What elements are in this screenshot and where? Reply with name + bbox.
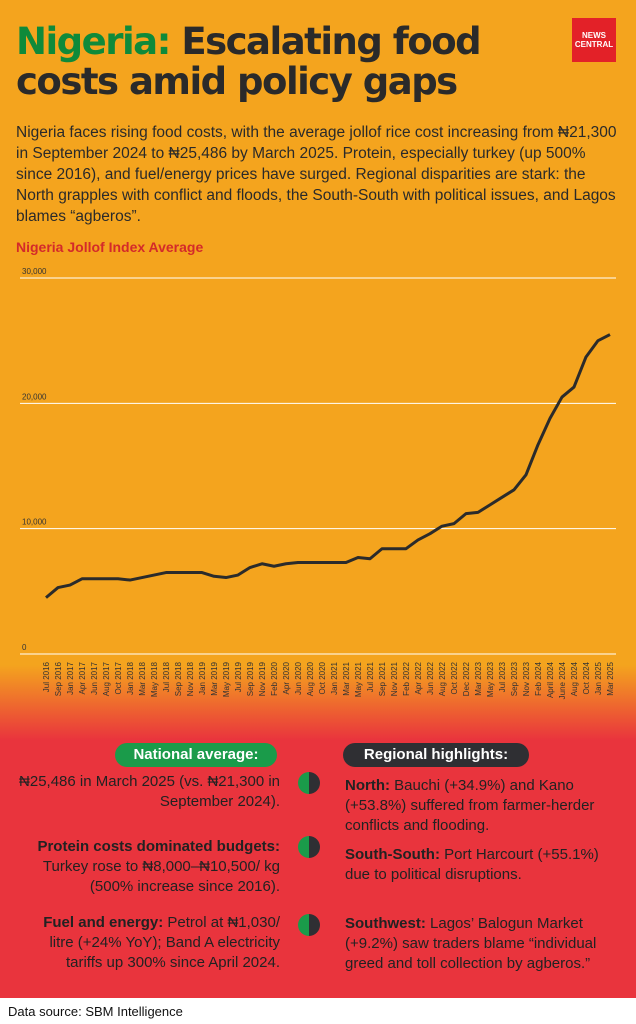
item-lead: South-South: (345, 846, 440, 863)
x-tick-label: Aug 2020 (306, 661, 315, 696)
x-tick-label: Jan 2018 (126, 661, 135, 694)
logo: NEWS CENTRAL (572, 18, 616, 62)
x-tick-label: Sep 2016 (54, 661, 63, 696)
x-tick-label: Nov 2018 (186, 661, 195, 696)
x-tick-label: Nov 2019 (258, 661, 267, 696)
x-tick-label: Jan 2019 (198, 661, 207, 694)
x-tick-label: Aug 2022 (438, 661, 447, 696)
x-tick-label: May 2019 (222, 661, 231, 697)
logo-text: CENTRAL (574, 40, 614, 49)
national-item: ₦25,486 in March 2025 (vs. ₦21,300 in Se… (18, 772, 280, 812)
item-lead: North: (345, 777, 390, 794)
x-tick-label: Feb 2020 (270, 661, 279, 695)
x-tick-label: Apr 2017 (78, 661, 87, 694)
item-text: Lagos’ Balogun Market (+9.2%) saw trader… (345, 915, 597, 972)
x-tick-label: Sep 2021 (378, 661, 387, 696)
x-tick-label: Mar 2025 (606, 661, 615, 695)
regional-item: South-South: Port Harcourt (+55.1%) due … (345, 845, 620, 885)
title-rest: Escalating food costs amid policy gaps (16, 20, 482, 103)
x-tick-label: Sep 2019 (246, 661, 255, 696)
x-tick-label: Nov 2023 (522, 661, 531, 696)
x-tick-label: Mar 2021 (342, 661, 351, 695)
x-tick-label: Jul 2019 (234, 661, 243, 692)
x-tick-label: Jul 2023 (498, 661, 507, 692)
icon (298, 772, 320, 794)
item-text: Port Harcourt (+55.1%) due to political … (345, 846, 599, 883)
national-heading: National average: (115, 743, 277, 767)
x-tick-label: Oct 2020 (318, 661, 327, 694)
x-tick-label: Nov 2021 (390, 661, 399, 696)
x-tick-label: Jun 2017 (90, 661, 99, 694)
x-tick-label: Jul 2018 (162, 661, 171, 692)
x-tick-label: Apr 2020 (282, 661, 291, 694)
y-tick-label: 30,000 (22, 267, 47, 276)
regional-item: Southwest: Lagos’ Balogun Market (+9.2%)… (345, 914, 620, 974)
x-tick-label: Oct 2024 (582, 661, 591, 694)
icons (298, 772, 320, 936)
x-tick-label: Oct 2022 (450, 661, 459, 694)
item-lead: Southwest: (345, 915, 426, 932)
chart-title: Nigeria Jollof Index Average (16, 239, 204, 255)
regional-heading: Regional highlights: (343, 743, 529, 767)
national-item: Fuel and energy: Petrol at ₦1,030/ litre… (18, 913, 280, 973)
x-tick-label: April 2024 (546, 661, 555, 698)
icon (298, 914, 320, 936)
item-lead: Fuel and energy: (43, 914, 164, 931)
source: Data source: SBM Intelligence (8, 1004, 183, 1019)
y-tick-label: 10,000 (22, 518, 47, 527)
x-tick-label: Feb 2022 (402, 661, 411, 695)
x-tick-label: May 2021 (354, 661, 363, 697)
x-tick-label: Sep 2023 (510, 661, 519, 696)
x-tick-label: Jan 2021 (330, 661, 339, 694)
x-tick-label: Feb 2024 (534, 661, 543, 695)
y-tick-label: 0 (22, 643, 27, 652)
x-tick-label: Sep 2018 (174, 661, 183, 696)
x-tick-label: May 2018 (150, 661, 159, 697)
x-tick-label: Mar 2018 (138, 661, 147, 695)
title-highlight: Nigeria: (16, 20, 171, 63)
item-text: Turkey rose to ₦8,000–₦10,500/ kg (500% … (42, 858, 280, 895)
item-text: Bauchi (+34.9%) and Kano (+53.8%) suffer… (345, 777, 595, 834)
title: Nigeria: Escalating food costs amid poli… (16, 22, 536, 102)
x-tick-label: Jul 2021 (366, 661, 375, 692)
regional-item: North: Bauchi (+34.9%) and Kano (+53.8%)… (345, 776, 620, 836)
item-text: Petrol at ₦1,030/ litre (+24% YoY); Band… (49, 914, 280, 971)
x-tick-label: Mar 2019 (210, 661, 219, 695)
x-tick-label: Aug 2017 (102, 661, 111, 696)
x-tick-label: Mar 2023 (474, 661, 483, 695)
intro: Nigeria faces rising food costs, with th… (16, 124, 617, 225)
x-tick-label: Apr 2022 (414, 661, 423, 694)
logo-text: NEWS (582, 31, 606, 40)
x-tick-label: June 2024 (558, 661, 567, 699)
x-tick-label: Dec 2022 (462, 661, 471, 696)
item-text: ₦25,486 in March 2025 (vs. ₦21,300 in Se… (19, 773, 280, 810)
national-item: Protein costs dominated budgets: Turkey … (18, 837, 280, 897)
x-tick-label: Aug 2024 (570, 661, 579, 696)
x-tick-label: May 2023 (486, 661, 495, 697)
x-tick-label: Jun 2022 (426, 661, 435, 694)
x-tick-label: Oct 2017 (114, 661, 123, 694)
line (45, 333, 611, 599)
item-lead: Protein costs dominated budgets: (37, 838, 280, 855)
icon (298, 836, 320, 858)
y-tick-label: 20,000 (22, 392, 47, 401)
x-tick-label: Jun 2020 (294, 661, 303, 694)
x-tick-label: Jan 2025 (594, 661, 603, 694)
x-tick-label: Jan 2017 (66, 661, 75, 694)
x-tick-label: Jul 2016 (42, 661, 51, 692)
